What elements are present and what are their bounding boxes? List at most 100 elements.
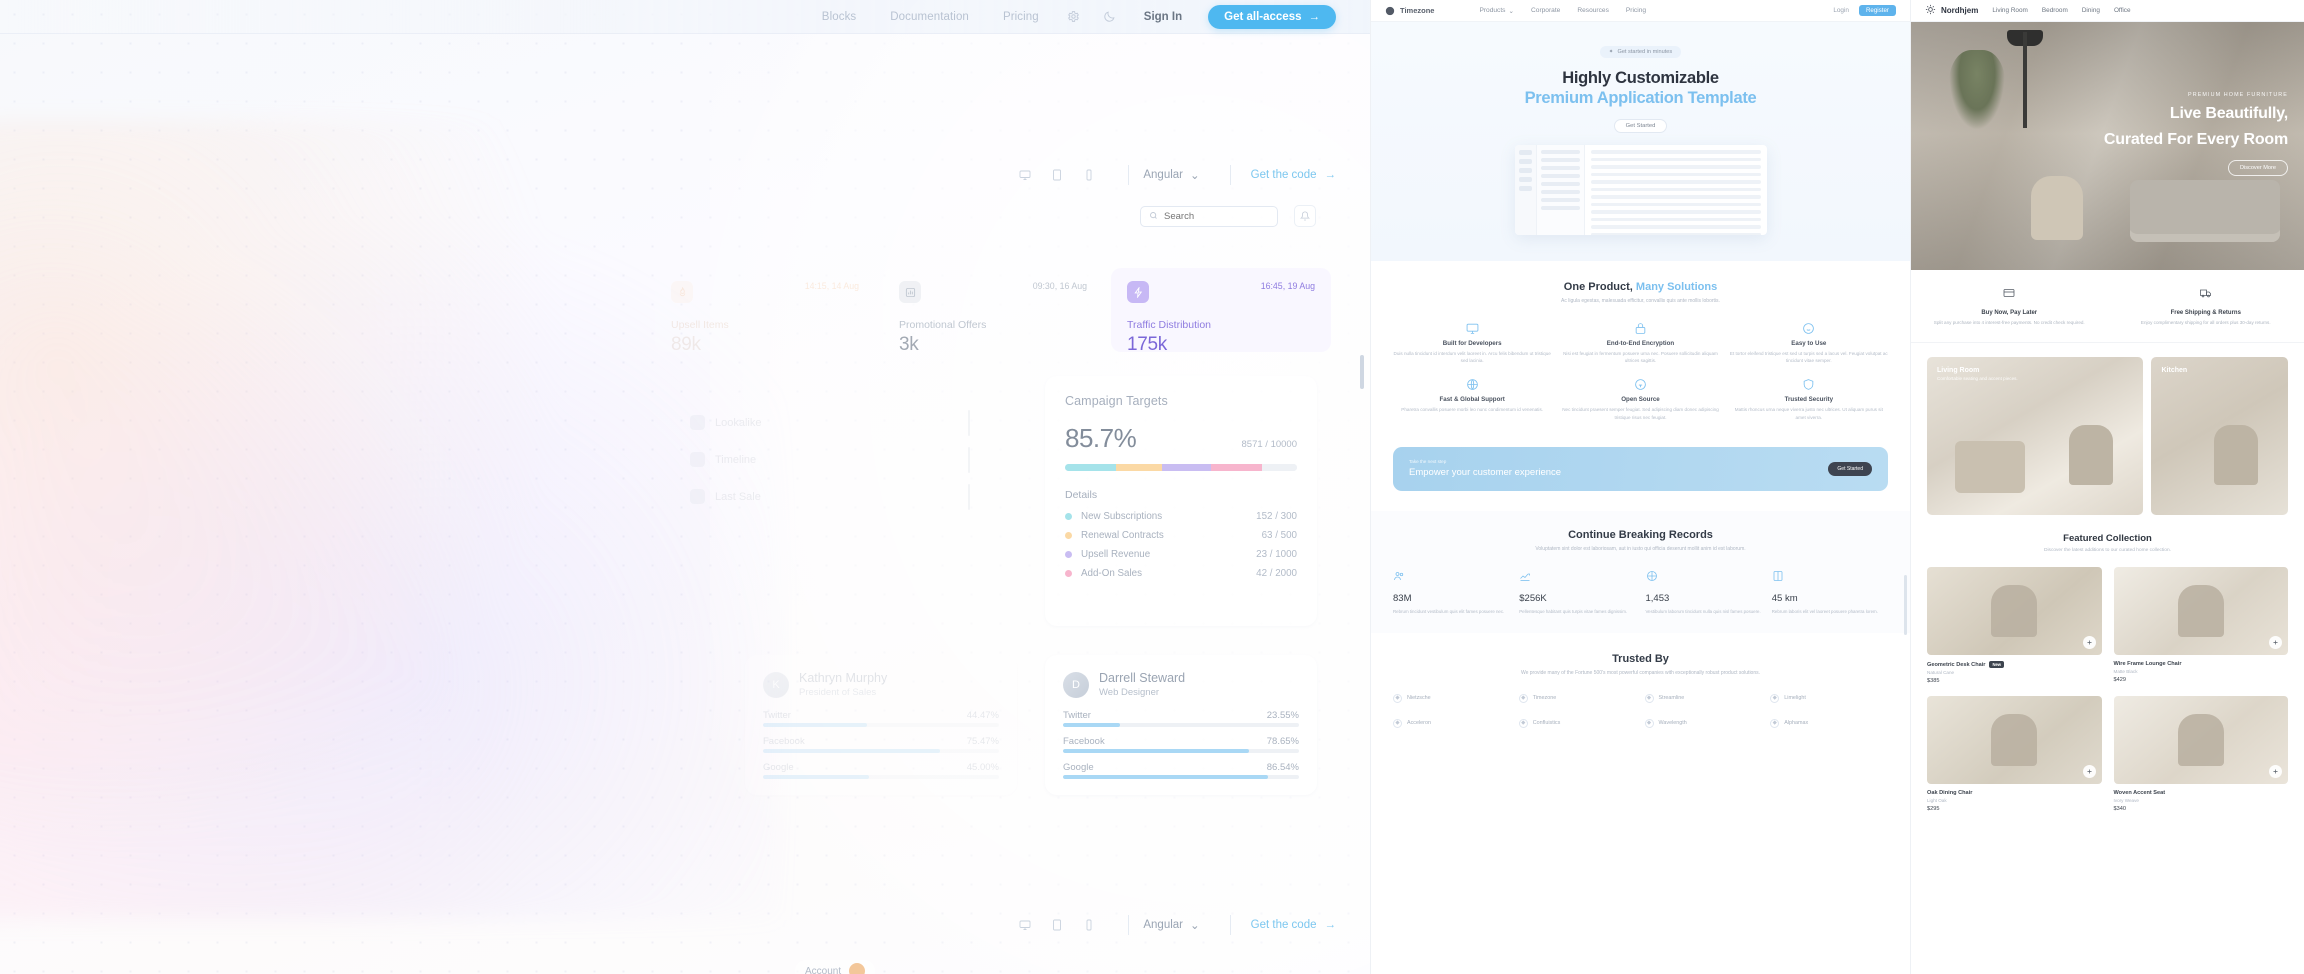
product-name-row: Oak Dining Chair xyxy=(1927,790,2102,796)
legend-dot xyxy=(1065,513,1072,520)
mobile-icon[interactable] xyxy=(1074,912,1104,938)
account-pill[interactable]: Account xyxy=(795,960,876,974)
category-card-kitchen[interactable]: Kitchen xyxy=(2151,357,2288,516)
gear-icon[interactable] xyxy=(1061,4,1087,30)
get-the-code-label: Get the code xyxy=(1250,919,1317,931)
cta-get-started-button[interactable]: Get Started xyxy=(1828,461,1872,476)
stat-card-upsell-items[interactable]: 14:15, 14 Aug Upsell Items 89k xyxy=(655,268,875,355)
desktop-icon[interactable] xyxy=(1010,912,1040,938)
nav-link-pricing[interactable]: Pricing xyxy=(1625,7,1647,14)
nav-link-products[interactable]: Products ⌄ xyxy=(1479,7,1514,15)
store-nav-living-room[interactable]: Living Room xyxy=(1992,7,2028,14)
cta-banner: Take the next step Empower your customer… xyxy=(1393,446,1888,491)
feature-card: End-to-End Encryption Nisi est feugiat in… xyxy=(1561,322,1719,365)
progress-segment xyxy=(1116,464,1163,471)
bell-icon[interactable] xyxy=(1294,205,1316,227)
landing-scrollbar[interactable] xyxy=(1904,575,1907,635)
placeholder-icon xyxy=(690,415,705,430)
brand-mark-icon: ◆ xyxy=(1770,718,1780,728)
tablet-icon[interactable] xyxy=(1042,912,1072,938)
top-navbar: Blocks Documentation Pricing Sign In Get… xyxy=(0,0,1370,34)
nav-link-resources[interactable]: Resources xyxy=(1577,7,1609,14)
add-to-cart-icon[interactable] xyxy=(2082,636,2096,650)
sign-in-link[interactable]: Sign In xyxy=(1143,10,1183,23)
get-the-code-link[interactable]: Get the code → xyxy=(1229,165,1336,185)
nav-link-blocks[interactable]: Blocks xyxy=(821,10,857,23)
nav-link-documentation[interactable]: Documentation xyxy=(890,10,969,23)
campaign-detail-value: 152 / 300 xyxy=(1256,511,1297,522)
campaign-fraction: 8571 / 10000 xyxy=(1241,439,1297,450)
social-fill xyxy=(1063,775,1269,779)
social-fill xyxy=(763,749,940,753)
preview-scrollbar[interactable] xyxy=(1360,355,1364,389)
product-card[interactable]: Oak Dining Chair Light Oak $295 xyxy=(1927,696,2102,812)
product-price: $429 xyxy=(2113,677,2126,684)
record-desc: Rebrum tincidunt vestibulum quis elit fa… xyxy=(1393,609,1505,615)
moon-icon[interactable] xyxy=(1097,4,1123,30)
table-decor xyxy=(1955,441,2025,494)
store-nav-dining[interactable]: Dining xyxy=(2081,7,2100,14)
globe-logo-icon xyxy=(1385,6,1395,16)
feature-card: Trusted Security Mattis rhoncus urna nequ… xyxy=(1730,378,1888,421)
record-value: $256K xyxy=(1519,593,1547,605)
product-card[interactable]: Wire Frame Lounge Chair Matte Black $429 xyxy=(2113,567,2288,684)
discover-more-button[interactable]: Discover More xyxy=(2227,160,2288,176)
left-preview-panel: Blocks Documentation Pricing Sign In Get… xyxy=(0,0,1370,974)
records-grid: 83M Rebrum tincidunt vestibulum quis elit… xyxy=(1393,569,1888,615)
framework-dropdown[interactable]: Angular ⌄ xyxy=(1128,915,1213,935)
search-box[interactable] xyxy=(1140,205,1278,227)
lock-icon xyxy=(1561,322,1719,335)
add-to-cart-icon[interactable] xyxy=(2269,636,2282,650)
legend-dot xyxy=(1065,570,1072,577)
feature-title: Trusted Security xyxy=(1784,396,1834,404)
tablet-icon[interactable] xyxy=(1042,162,1072,188)
search-input[interactable] xyxy=(1164,210,1269,222)
category-title: Living Room xyxy=(1937,367,1980,375)
brand-logo[interactable]: Timezone xyxy=(1385,6,1434,16)
get-all-access-button[interactable]: Get all-access → xyxy=(1208,4,1336,29)
social-name: Twitter xyxy=(1063,710,1091,721)
record-value: 1,453 xyxy=(1645,593,1670,605)
social-track xyxy=(763,749,999,753)
product-card[interactable]: Woven Accent Seat Ivory Weave $340 xyxy=(2113,696,2288,813)
legend-dot xyxy=(1065,551,1072,558)
feature-card: Easy to Use Et tortor eleifend tristique … xyxy=(1730,322,1888,365)
person-role: Web Designer xyxy=(1099,687,1160,698)
flame-icon xyxy=(671,281,693,303)
add-to-cart-icon[interactable] xyxy=(2269,765,2282,779)
login-link[interactable]: Login xyxy=(1833,7,1849,14)
stat-card-date: 16:45, 19 Aug xyxy=(1260,281,1315,291)
stat-card-label: Upsell Items xyxy=(671,319,729,331)
placeholder-icon xyxy=(690,489,705,504)
store-nav-bedroom[interactable]: Bedroom xyxy=(2041,7,2068,14)
hero-get-started-button[interactable]: Get Started xyxy=(1613,119,1668,133)
store-brand[interactable]: Nordhjem xyxy=(1925,4,1978,17)
feature-desc: Nec tincidunt praesent semper feugiat. S… xyxy=(1562,407,1719,420)
product-image xyxy=(2113,567,2288,656)
stat-card-traffic-distribution[interactable]: 16:45, 19 Aug Traffic Distribution 175k xyxy=(1111,268,1331,355)
mobile-icon[interactable] xyxy=(1074,162,1104,188)
record-desc: Rebrum laboris elit vel laoreet posuere … xyxy=(1771,609,1878,615)
stat-card-promotional-offers[interactable]: 09:30, 16 Aug Promotional Offers 3k xyxy=(883,268,1103,355)
add-to-cart-icon[interactable] xyxy=(2082,765,2096,779)
store-nav-office[interactable]: Office xyxy=(2113,7,2131,14)
brand-mark-icon: ◆ xyxy=(1644,693,1654,703)
get-the-code-link[interactable]: Get the code → xyxy=(1229,915,1336,935)
category-card-living-room[interactable]: Living Room Comfortable seating and acce… xyxy=(1927,357,2144,516)
nav-link-corporate[interactable]: Corporate xyxy=(1531,7,1561,14)
account-label: Account xyxy=(805,965,842,974)
brand-name: Wavelength xyxy=(1658,720,1687,727)
product-price: $340 xyxy=(2113,806,2126,813)
social-stats: Twitter 23.55% Facebook 78.65% Google 86.54% xyxy=(1063,710,1299,779)
social-stat: Facebook 75.47% xyxy=(763,736,999,753)
framework-dropdown[interactable]: Angular ⌄ xyxy=(1128,165,1213,185)
social-percent: 23.55% xyxy=(1266,710,1299,721)
product-card[interactable]: Geometric Desk Chair New Natural Cane $385 xyxy=(1927,567,2102,684)
nav-link-pricing[interactable]: Pricing xyxy=(1002,10,1039,23)
product-silhouette xyxy=(1991,714,2038,767)
code-icon xyxy=(1561,378,1719,391)
register-button[interactable]: Register xyxy=(1858,5,1896,16)
hero-badge: ✦ Get started in minutes xyxy=(1599,46,1682,58)
desktop-icon[interactable] xyxy=(1010,162,1040,188)
